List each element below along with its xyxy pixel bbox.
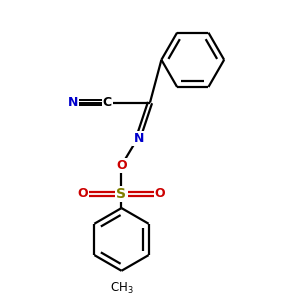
Text: O: O	[116, 159, 127, 172]
Text: CH$_3$: CH$_3$	[110, 281, 133, 296]
Text: N: N	[134, 132, 144, 145]
Text: C: C	[103, 96, 112, 109]
Text: O: O	[155, 187, 165, 200]
Text: N: N	[68, 96, 78, 109]
Text: S: S	[116, 187, 127, 201]
Text: O: O	[78, 187, 88, 200]
